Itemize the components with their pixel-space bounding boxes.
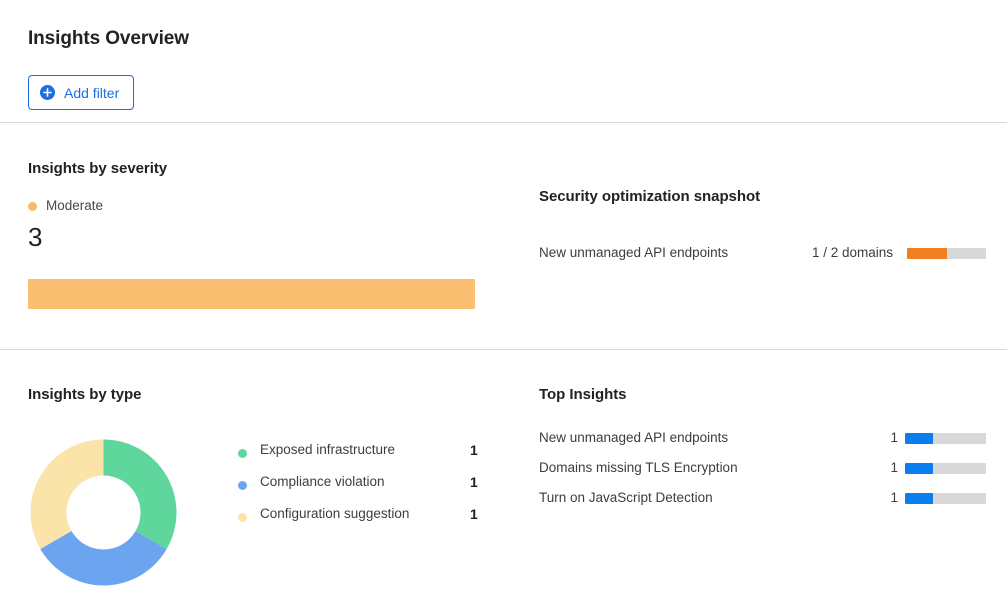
top-insight-row[interactable]: Domains missing TLS Encryption 1: [539, 458, 987, 488]
legend-dot-icon: [238, 513, 247, 522]
security-optimization-snapshot-title: Security optimization snapshot: [539, 188, 761, 205]
plus-circle-icon: [40, 85, 55, 100]
severity-legend-dot-icon: [28, 201, 37, 211]
top-insight-progress-track: [905, 493, 986, 504]
severity-snapshot-row: Insights by severity Moderate 3 Security…: [0, 122, 1007, 349]
snapshot-progress-track: [907, 248, 986, 259]
security-optimization-snapshot-panel: Security optimization snapshot New unman…: [539, 188, 987, 262]
snapshot-progress-fill: [907, 248, 947, 259]
severity-legend: Moderate: [28, 198, 475, 214]
top-insight-row[interactable]: New unmanaged API endpoints 1: [539, 428, 987, 458]
snapshot-row-value: 1 / 2 domains: [812, 245, 894, 260]
top-insight-count: 1: [890, 490, 898, 505]
top-insights-title: Top Insights: [539, 386, 627, 403]
legend-item-label: Compliance violation: [260, 474, 385, 489]
top-insight-row[interactable]: Turn on JavaScript Detection 1: [539, 488, 987, 518]
legend-item[interactable]: Compliance violation 1: [238, 472, 478, 504]
top-insight-label: New unmanaged API endpoints: [539, 430, 729, 445]
top-insights-list: New unmanaged API endpoints 1 Domains mi…: [539, 428, 987, 518]
top-insights-panel: Top Insights New unmanaged API endpoints…: [539, 386, 987, 518]
insights-by-severity-panel: Insights by severity Moderate 3: [28, 160, 475, 309]
top-insight-progress-fill: [905, 463, 933, 474]
severity-legend-label: Moderate: [46, 198, 104, 213]
top-insight-progress-track: [905, 433, 986, 444]
legend-dot-icon: [238, 449, 247, 458]
insights-by-type-legend: Exposed infrastructure 1 Compliance viol…: [238, 440, 478, 536]
legend-item-count: 1: [470, 442, 478, 458]
insights-by-type-title: Insights by type: [28, 386, 142, 403]
top-insight-count: 1: [890, 460, 898, 475]
top-insight-count: 1: [890, 430, 898, 445]
severity-count: 3: [28, 222, 42, 252]
section-divider-top: [0, 122, 1007, 123]
type-topinsights-row: Insights by type Exposed infrastru: [0, 349, 1007, 595]
legend-item-label: Exposed infrastructure: [260, 442, 396, 457]
legend-item[interactable]: Configuration suggestion 1: [238, 504, 478, 536]
insights-by-type-body: Exposed infrastructure 1 Compliance viol…: [28, 426, 478, 601]
legend-item[interactable]: Exposed infrastructure 1: [238, 440, 478, 472]
top-insight-label: Domains missing TLS Encryption: [539, 460, 738, 475]
insights-by-type-donut-chart: [30, 439, 177, 586]
page-header: Insights Overview Add filter: [0, 0, 1007, 122]
top-insight-label: Turn on JavaScript Detection: [539, 490, 713, 505]
legend-item-count: 1: [470, 474, 478, 490]
page-title: Insights Overview: [28, 28, 189, 49]
insights-by-severity-title: Insights by severity: [28, 160, 168, 177]
add-filter-button[interactable]: Add filter: [28, 75, 135, 110]
legend-dot-icon: [238, 481, 247, 490]
top-insight-progress-fill: [905, 433, 933, 444]
top-insight-progress-fill: [905, 493, 933, 504]
snapshot-row-label: New unmanaged API endpoints: [539, 245, 729, 260]
legend-item-label: Configuration suggestion: [260, 506, 410, 521]
section-divider-middle: [0, 349, 1007, 350]
snapshot-row[interactable]: New unmanaged API endpoints 1 / 2 domain…: [539, 244, 987, 262]
insights-by-type-panel: Insights by type Exposed infrastru: [28, 386, 478, 601]
legend-item-count: 1: [470, 506, 478, 522]
add-filter-label: Add filter: [64, 84, 120, 101]
top-insight-progress-track: [905, 463, 986, 474]
severity-bar: [28, 279, 475, 309]
